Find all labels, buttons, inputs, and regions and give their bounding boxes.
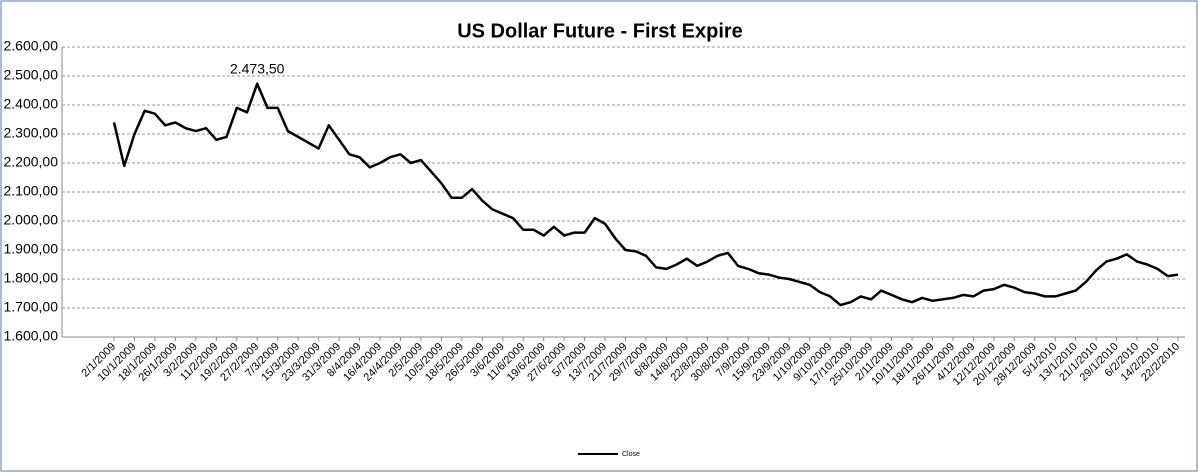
y-tick-label: 1.600,00 [4,328,59,344]
y-tick-label: 2.000,00 [4,212,59,228]
y-tick-label: 1.700,00 [4,299,59,315]
chart-title: US Dollar Future - First Expire [457,20,743,42]
line [112,82,1179,307]
y-tick-label: 2.400,00 [4,96,59,112]
value-label: 2.473,50 [230,60,285,76]
y-tick-label: 2.300,00 [4,125,59,141]
y-tick-label: 2.600,00 [4,38,59,54]
y-tick-label: 2.100,00 [4,183,59,199]
y-tick-label: 1.800,00 [4,270,59,286]
y-tick-label: 2.200,00 [4,154,59,170]
legend-label: Close [622,451,640,458]
y-tick-label: 2.500,00 [4,67,59,83]
y-tick-label: 1.900,00 [4,241,59,257]
